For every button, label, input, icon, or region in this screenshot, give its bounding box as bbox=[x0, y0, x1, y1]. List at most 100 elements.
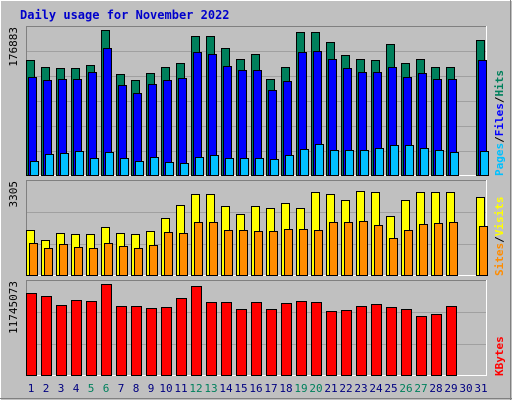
kbytes-bar-11 bbox=[176, 298, 187, 376]
sites-bar-12 bbox=[194, 222, 203, 276]
day-label-1: 1 bbox=[28, 382, 35, 395]
pages-bar-10 bbox=[165, 162, 174, 176]
day-label-25: 25 bbox=[384, 382, 397, 395]
kbytes-panel bbox=[26, 280, 487, 376]
sites-bar-16 bbox=[254, 231, 263, 276]
legend-sites: Sites bbox=[493, 243, 506, 276]
sites-bar-24 bbox=[374, 225, 383, 276]
pages-bar-8 bbox=[135, 161, 144, 176]
kbytes-bar-15 bbox=[236, 309, 247, 376]
pages-bar-21 bbox=[330, 150, 339, 176]
pages-bar-1 bbox=[30, 161, 39, 176]
kbytes-bar-16 bbox=[251, 302, 262, 376]
sites-bar-8 bbox=[134, 248, 143, 276]
sites-bar-19 bbox=[299, 229, 308, 276]
files-bar-1 bbox=[28, 77, 37, 176]
kbytes-bar-26 bbox=[401, 309, 412, 376]
day-label-26: 26 bbox=[399, 382, 412, 395]
legend-sep-2: / bbox=[493, 96, 506, 103]
sites-bar-21 bbox=[329, 222, 338, 276]
pages-bar-18 bbox=[285, 155, 294, 176]
pages-bar-2 bbox=[45, 154, 54, 176]
kbytes-bar-2 bbox=[41, 296, 52, 376]
day-label-8: 8 bbox=[133, 382, 140, 395]
legend-kbytes-label: KBytes bbox=[493, 336, 506, 376]
kbytes-bar-19 bbox=[296, 301, 307, 376]
pages-bar-14 bbox=[225, 158, 234, 176]
day-label-17: 17 bbox=[264, 382, 277, 395]
pages-bar-20 bbox=[315, 144, 324, 176]
pages-bar-31 bbox=[480, 151, 489, 176]
day-label-5: 5 bbox=[88, 382, 95, 395]
y-max-label-kbytes: 11745073 bbox=[7, 281, 20, 334]
pages-bar-12 bbox=[195, 157, 204, 176]
sites-bar-15 bbox=[239, 230, 248, 276]
sites-bar-17 bbox=[269, 231, 278, 276]
sites-bar-29 bbox=[449, 222, 458, 276]
day-label-12: 12 bbox=[189, 382, 202, 395]
sites-bar-5 bbox=[89, 248, 98, 276]
pages-bar-25 bbox=[390, 145, 399, 176]
day-label-20: 20 bbox=[309, 382, 322, 395]
day-label-14: 14 bbox=[219, 382, 233, 395]
pages-bar-5 bbox=[90, 158, 99, 176]
kbytes-bar-29 bbox=[446, 306, 457, 376]
sites-bar-3 bbox=[59, 244, 68, 276]
day-label-23: 23 bbox=[354, 382, 367, 395]
sites-bar-6 bbox=[104, 243, 113, 276]
day-label-13: 13 bbox=[204, 382, 217, 395]
hits-files-pages-panel bbox=[26, 26, 489, 176]
pages-bar-3 bbox=[60, 153, 69, 176]
pages-bar-17 bbox=[270, 159, 279, 176]
sites-bar-28 bbox=[434, 223, 443, 276]
files-bar-10 bbox=[163, 80, 172, 176]
pages-bar-6 bbox=[105, 152, 114, 176]
legend-sep-1: / bbox=[493, 136, 506, 143]
day-label-21: 21 bbox=[324, 382, 337, 395]
sites-bar-9 bbox=[149, 245, 158, 276]
y-max-label-visits: 3305 bbox=[7, 181, 20, 208]
legend-hits: Hits bbox=[493, 70, 506, 97]
day-label-28: 28 bbox=[429, 382, 442, 395]
day-label-16: 16 bbox=[249, 382, 262, 395]
kbytes-bar-10 bbox=[161, 307, 172, 376]
kbytes-bar-12 bbox=[191, 286, 202, 376]
day-label-15: 15 bbox=[234, 382, 247, 395]
sites-bar-4 bbox=[74, 247, 83, 276]
day-label-6: 6 bbox=[103, 382, 110, 395]
day-label-24: 24 bbox=[369, 382, 383, 395]
visits-sites-panel bbox=[26, 180, 488, 276]
kbytes-bar-21 bbox=[326, 311, 337, 376]
legend-kbytes: KBytes bbox=[493, 336, 506, 376]
day-label-22: 22 bbox=[339, 382, 352, 395]
kbytes-bar-20 bbox=[311, 302, 322, 376]
sites-bar-2 bbox=[44, 248, 53, 276]
chart-title: Daily usage for November 2022 bbox=[20, 8, 230, 22]
x-axis-day-labels: 1 2 3 4 5 6 7 8 9 10 11 12 13 14 15 16 17 18 19 20 21 22 23 24 2… bbox=[28, 382, 488, 395]
day-label-30: 30 bbox=[459, 382, 472, 395]
kbytes-bar-28 bbox=[431, 314, 442, 376]
kbytes-bar-7 bbox=[116, 306, 127, 376]
pages-bar-15 bbox=[240, 158, 249, 176]
kbytes-bar-24 bbox=[371, 304, 382, 376]
kbytes-bar-3 bbox=[56, 305, 67, 376]
kbytes-bar-1 bbox=[26, 293, 37, 376]
day-label-7: 7 bbox=[118, 382, 125, 395]
legend-visits-sites: Sites/Visits bbox=[493, 197, 506, 277]
pages-bar-22 bbox=[345, 150, 354, 176]
files-bar-11 bbox=[178, 78, 187, 176]
day-label-9: 9 bbox=[148, 382, 155, 395]
pages-bar-4 bbox=[75, 151, 84, 176]
pages-bar-11 bbox=[180, 163, 189, 176]
sites-bar-7 bbox=[119, 246, 128, 276]
y-max-label-hits: 176883 bbox=[7, 27, 20, 67]
pages-bar-24 bbox=[375, 148, 384, 176]
sites-bar-27 bbox=[419, 224, 428, 276]
kbytes-bar-9 bbox=[146, 308, 157, 376]
pages-bar-7 bbox=[120, 158, 129, 176]
day-label-19: 19 bbox=[294, 382, 307, 395]
kbytes-bar-4 bbox=[71, 300, 82, 376]
sites-bar-11 bbox=[179, 233, 188, 276]
sites-bar-18 bbox=[284, 229, 293, 276]
